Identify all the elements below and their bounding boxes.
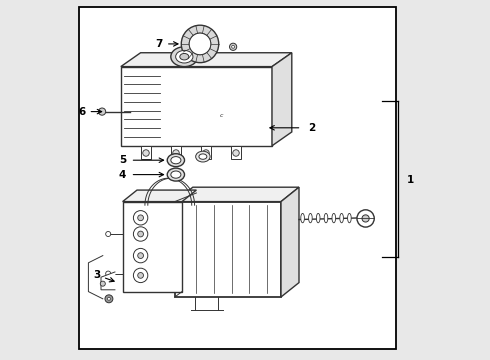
Circle shape	[133, 211, 148, 225]
Polygon shape	[101, 272, 116, 290]
Text: 5: 5	[119, 155, 126, 165]
Ellipse shape	[309, 213, 312, 223]
Ellipse shape	[317, 213, 320, 223]
Circle shape	[173, 150, 179, 156]
Polygon shape	[272, 53, 292, 146]
Polygon shape	[121, 67, 272, 146]
Circle shape	[362, 215, 369, 222]
Circle shape	[203, 150, 209, 156]
Ellipse shape	[199, 154, 207, 159]
Polygon shape	[175, 202, 281, 297]
Text: 6: 6	[79, 107, 86, 117]
Circle shape	[100, 281, 105, 286]
Ellipse shape	[340, 213, 343, 223]
Ellipse shape	[196, 151, 210, 162]
Circle shape	[106, 231, 111, 237]
Circle shape	[143, 150, 149, 156]
Ellipse shape	[171, 47, 198, 67]
Text: 2: 2	[308, 123, 315, 133]
Ellipse shape	[167, 154, 185, 167]
Polygon shape	[175, 187, 299, 202]
Circle shape	[107, 297, 110, 300]
Circle shape	[189, 33, 211, 55]
Polygon shape	[281, 187, 299, 297]
Ellipse shape	[167, 168, 185, 181]
Circle shape	[133, 248, 148, 263]
Circle shape	[133, 227, 148, 241]
Polygon shape	[201, 146, 211, 159]
Circle shape	[138, 273, 144, 278]
Ellipse shape	[171, 157, 181, 164]
Ellipse shape	[301, 213, 304, 223]
Ellipse shape	[175, 50, 193, 63]
Circle shape	[138, 253, 144, 258]
Ellipse shape	[324, 213, 328, 223]
Ellipse shape	[180, 54, 189, 60]
Text: 3: 3	[93, 270, 100, 280]
Circle shape	[106, 271, 111, 276]
Polygon shape	[122, 190, 196, 202]
Circle shape	[357, 210, 374, 227]
Circle shape	[233, 150, 239, 156]
Circle shape	[229, 43, 237, 50]
Polygon shape	[122, 202, 182, 292]
Ellipse shape	[347, 213, 351, 223]
Ellipse shape	[332, 213, 336, 223]
Text: 7: 7	[155, 39, 162, 49]
Text: c: c	[220, 113, 223, 118]
Ellipse shape	[171, 171, 181, 178]
Text: 1: 1	[407, 175, 414, 185]
Circle shape	[138, 231, 144, 237]
Circle shape	[181, 25, 219, 63]
Text: 4: 4	[119, 170, 126, 180]
Circle shape	[232, 45, 235, 48]
Circle shape	[189, 33, 211, 55]
Polygon shape	[231, 146, 241, 159]
Bar	[79, 7, 396, 349]
Polygon shape	[172, 146, 181, 159]
Polygon shape	[121, 53, 292, 67]
Circle shape	[138, 215, 144, 221]
Polygon shape	[141, 146, 151, 159]
Circle shape	[105, 295, 113, 303]
Circle shape	[133, 268, 148, 283]
Circle shape	[98, 108, 106, 115]
